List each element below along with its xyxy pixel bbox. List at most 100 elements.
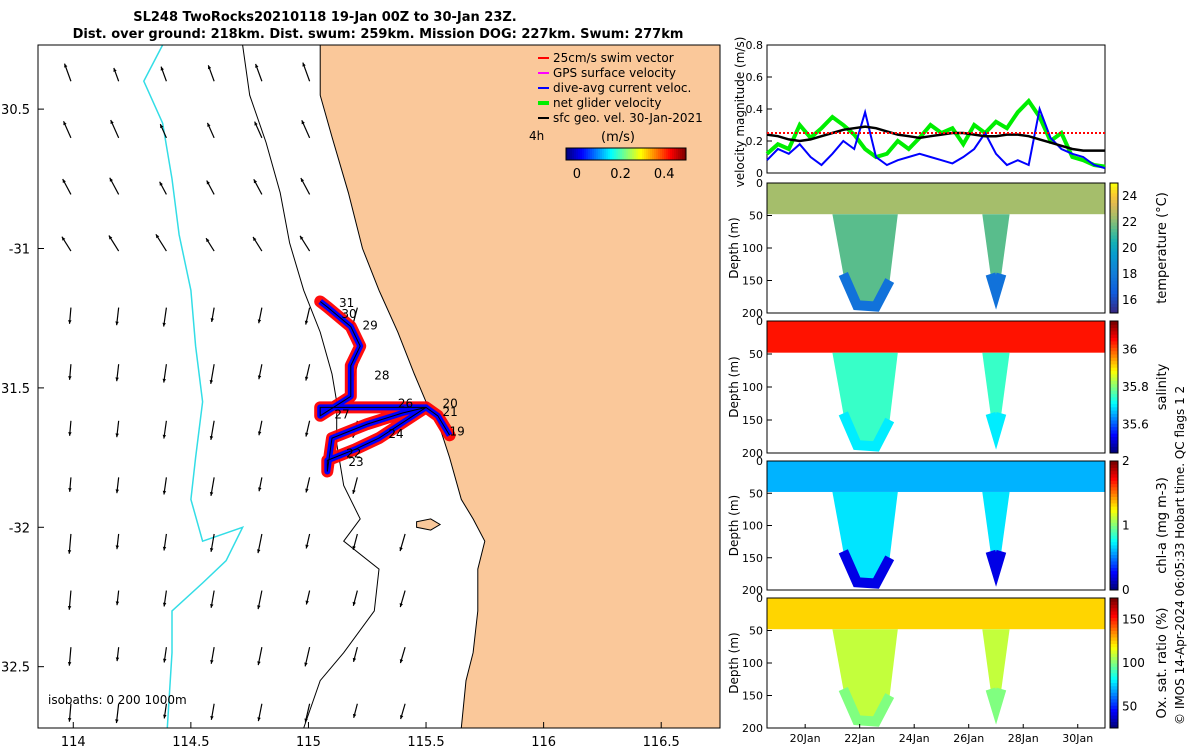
cbar-cell <box>1110 502 1118 507</box>
depth-axis-label: Depth (m) <box>727 495 741 556</box>
velocity-arrowhead <box>257 375 262 380</box>
depth-tick-label: 0 <box>756 315 763 328</box>
velocity-arrowhead <box>110 119 114 124</box>
cbar-tick-label: 18 <box>1122 267 1137 281</box>
cbar-cell <box>1110 519 1118 523</box>
legend-entry: dive-avg current veloc. <box>553 81 691 95</box>
cbar-cell <box>1110 380 1118 385</box>
velocity-arrowhead <box>61 236 66 241</box>
colorbar-cell <box>656 148 659 160</box>
velocity-arrowhead <box>67 550 72 554</box>
dive-bottom-1 <box>838 271 895 312</box>
velocity-arrowhead <box>352 601 356 606</box>
cbar-cell <box>1110 598 1118 602</box>
cbar-cell <box>1110 650 1118 654</box>
depth-axis-label: Depth (m) <box>727 217 741 278</box>
depth-tick-label: 50 <box>749 210 763 223</box>
velocity-arrowhead <box>399 547 403 552</box>
cbar-cell <box>1110 373 1118 378</box>
depth-tick-label: 0 <box>756 455 763 468</box>
velocity-series-black <box>766 125 1105 152</box>
colorbar-cell <box>592 148 595 160</box>
cbar-cell <box>1110 490 1118 494</box>
cbar-cell <box>1110 241 1118 246</box>
depth-tick-label: 200 <box>742 307 763 320</box>
velocity-arrowhead <box>207 65 212 70</box>
cbar-cell <box>1110 461 1118 465</box>
cbar-cell <box>1110 330 1118 335</box>
colorbar-cell <box>630 148 633 160</box>
velocity-arrowhead <box>115 321 119 326</box>
cbar-cell <box>1110 202 1118 207</box>
cbar-cell <box>1110 231 1118 236</box>
velocity-arrowhead <box>108 235 113 240</box>
legend-note: 4h <box>529 129 544 143</box>
cbar-cell <box>1110 439 1118 444</box>
cbar-cell <box>1110 270 1118 275</box>
cbar-frame <box>1109 320 1119 454</box>
cbar-cell <box>1110 370 1118 375</box>
cbar-cell <box>1110 564 1118 568</box>
velocity-arrowhead <box>399 603 403 608</box>
velocity-arrowhead <box>257 605 261 610</box>
cbar-tick-label: 100 <box>1122 656 1145 670</box>
colorbar-cell <box>684 148 687 160</box>
velocity-arrowhead <box>352 489 356 494</box>
depth-tick-label: 100 <box>742 520 763 533</box>
cbar-tick-label: 35.8 <box>1122 380 1149 394</box>
velocity-arrowhead <box>160 66 164 71</box>
velocity-arrowhead <box>206 180 210 185</box>
velocity-arrowhead <box>115 377 119 382</box>
track-day-label: 31 <box>339 296 354 310</box>
cbar-cell <box>1110 672 1118 677</box>
cbar-cell <box>1110 544 1118 549</box>
colorbar-cell <box>616 148 619 160</box>
cbar-cell <box>1110 682 1118 687</box>
chla-panel: 0 50 100 150 200 Depth (m) 0 1 2 chl-a (mg m-3) <box>727 454 1170 597</box>
cbar-cell <box>1110 611 1118 615</box>
cbar-cell <box>1110 357 1118 362</box>
cbar-cell <box>1110 464 1118 468</box>
velocity-arrowhead <box>209 491 214 496</box>
velocity-arrowhead <box>302 62 306 67</box>
cbar-cell <box>1110 449 1118 454</box>
cbar-cell <box>1110 383 1118 388</box>
dive-bottom-2 <box>985 411 1007 450</box>
cbar-cell <box>1110 525 1118 530</box>
surface-velocity-arrows <box>61 62 406 724</box>
cbar-cell <box>1110 277 1118 281</box>
map-y-tick-label: 32.5 <box>1 661 30 676</box>
cbar-cell <box>1110 429 1118 434</box>
velocity-arrowhead <box>399 715 404 720</box>
depth-tick-label: 150 <box>742 414 763 427</box>
cbar-cell <box>1110 573 1118 578</box>
colorbar-cell <box>648 148 651 160</box>
velocity-y-tick-label: 0.6 <box>746 71 764 84</box>
cbar-cell <box>1110 248 1118 252</box>
map-y-tick-label: 31.5 <box>1 382 30 397</box>
velocity-arrowhead <box>68 320 72 324</box>
isobath-200 <box>242 44 380 729</box>
cbar-cell <box>1110 387 1118 391</box>
colorbar-cell <box>614 148 617 160</box>
cbar-cell <box>1110 410 1118 414</box>
time-tick-label: 24Jan <box>899 732 930 745</box>
cbar-cell <box>1110 300 1118 304</box>
dive-profile-2 <box>982 492 1010 570</box>
colorbar-cell <box>634 148 637 160</box>
colorbar-frame <box>565 147 687 161</box>
cbar-tick-label: 22 <box>1122 215 1137 229</box>
cbar-tick-label: 20 <box>1122 241 1137 255</box>
velocity-arrowhead <box>257 661 261 666</box>
legend-entry: GPS surface velocity <box>553 66 676 80</box>
cbar-cell <box>1110 306 1118 311</box>
temperature-panel: 0 50 100 150 200 Depth (m) 16 18 20 22 24 temperatu… <box>727 177 1170 320</box>
colorbar-cell <box>668 148 671 160</box>
colorbar-cell <box>600 148 603 160</box>
cbar-cell <box>1110 692 1118 696</box>
depth-tick-label: 200 <box>742 722 763 735</box>
cbar-cell <box>1110 538 1118 543</box>
velocity-arrowhead <box>162 434 167 439</box>
cbar-cell <box>1110 413 1118 418</box>
